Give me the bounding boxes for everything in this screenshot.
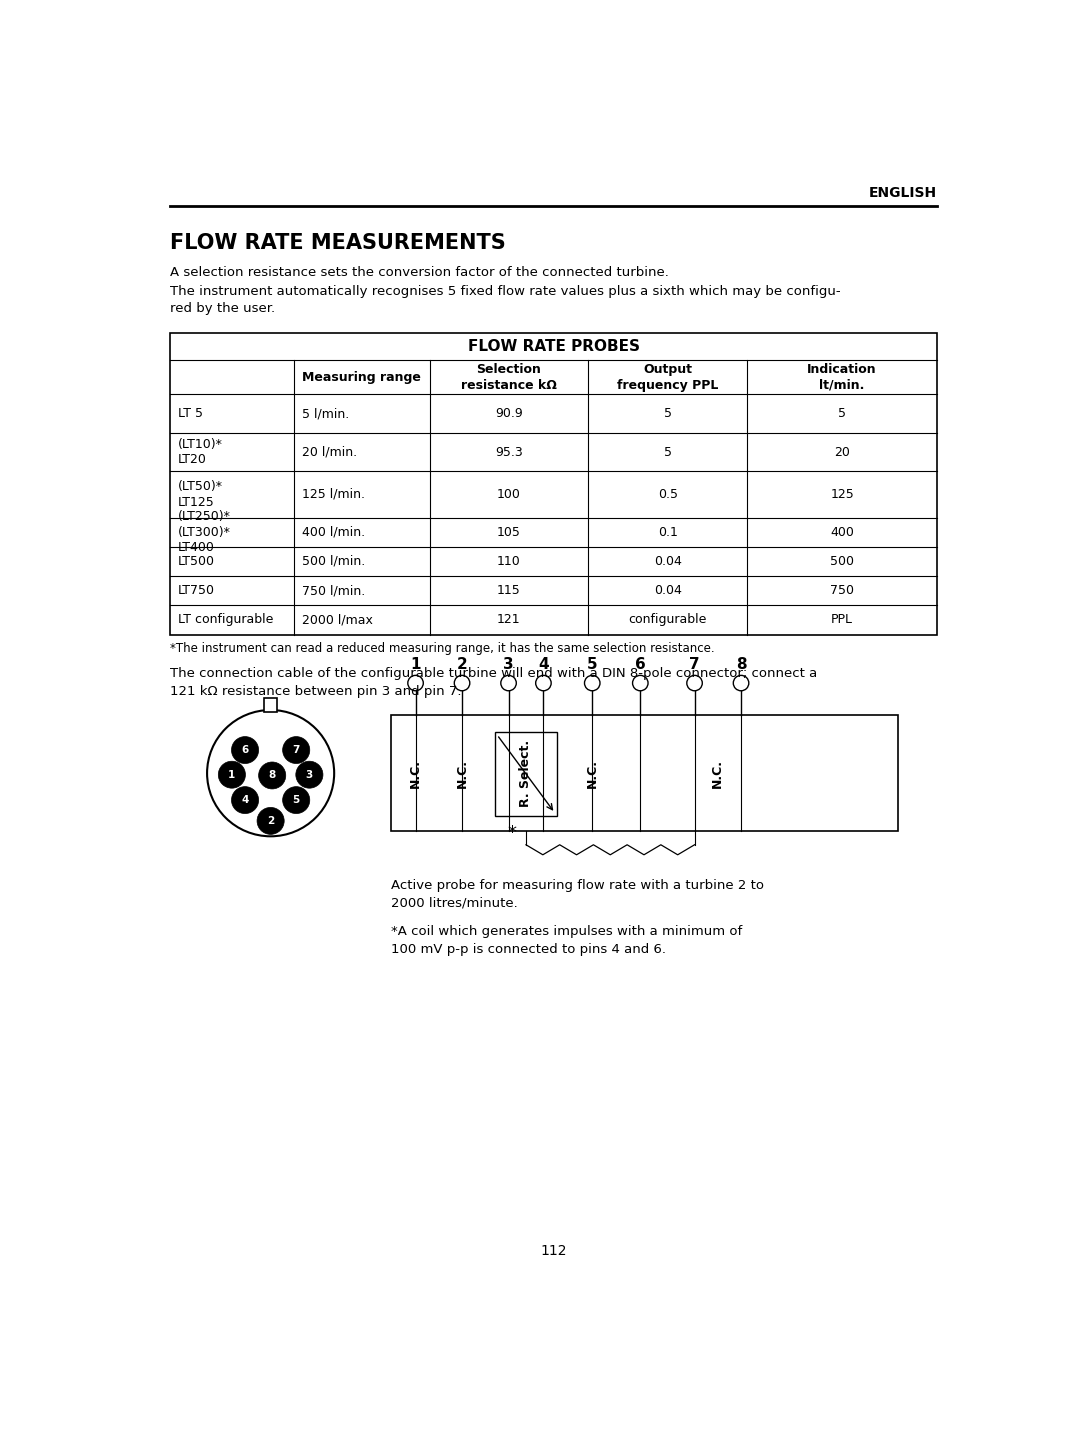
Text: ENGLISH: ENGLISH bbox=[869, 187, 937, 200]
Text: Output
frequency PPL: Output frequency PPL bbox=[617, 362, 718, 393]
Text: 750: 750 bbox=[831, 584, 854, 597]
Text: 5: 5 bbox=[293, 795, 300, 805]
Text: The instrument automatically recognises 5 fixed flow rate values plus a sixth wh: The instrument automatically recognises … bbox=[170, 285, 840, 315]
Bar bbox=[264, 699, 278, 712]
Circle shape bbox=[283, 787, 310, 814]
Text: LT500: LT500 bbox=[177, 555, 215, 568]
Text: (LT250)*
(LT300)*
LT400: (LT250)* (LT300)* LT400 bbox=[177, 510, 230, 554]
Text: 4: 4 bbox=[538, 657, 549, 672]
Text: 400: 400 bbox=[831, 526, 854, 539]
Text: 0.04: 0.04 bbox=[653, 555, 681, 568]
Text: FLOW RATE PROBES: FLOW RATE PROBES bbox=[468, 339, 639, 354]
Text: 20 l/min.: 20 l/min. bbox=[301, 446, 356, 459]
Circle shape bbox=[257, 807, 284, 834]
Text: 400 l/min.: 400 l/min. bbox=[301, 526, 365, 539]
Text: 105: 105 bbox=[497, 526, 521, 539]
Text: 3: 3 bbox=[306, 769, 313, 779]
Text: 5: 5 bbox=[838, 407, 847, 420]
Circle shape bbox=[231, 736, 258, 764]
Text: *A coil which generates impulses with a minimum of
100 mV p-p is connected to pi: *A coil which generates impulses with a … bbox=[391, 925, 742, 956]
Text: (LT50)*
LT125: (LT50)* LT125 bbox=[177, 480, 222, 509]
Text: 2: 2 bbox=[267, 815, 274, 825]
Text: Measuring range: Measuring range bbox=[302, 371, 421, 384]
Text: Selection
resistance kΩ: Selection resistance kΩ bbox=[461, 362, 557, 393]
Text: 121: 121 bbox=[497, 614, 521, 627]
Text: 0.04: 0.04 bbox=[653, 584, 681, 597]
Text: N.C.: N.C. bbox=[409, 759, 422, 788]
Circle shape bbox=[258, 762, 286, 789]
Text: (LT10)*
LT20: (LT10)* LT20 bbox=[177, 437, 222, 466]
Circle shape bbox=[218, 761, 245, 788]
Text: 8: 8 bbox=[735, 657, 746, 672]
Bar bbox=[170, 332, 937, 634]
Text: 90.9: 90.9 bbox=[495, 407, 523, 420]
Text: N.C.: N.C. bbox=[585, 759, 598, 788]
Text: 0.1: 0.1 bbox=[658, 526, 678, 539]
Text: 1: 1 bbox=[410, 657, 421, 672]
Text: 5: 5 bbox=[586, 657, 597, 672]
Text: *The instrument can read a reduced measuring range, it has the same selection re: *The instrument can read a reduced measu… bbox=[170, 643, 715, 656]
Text: 500 l/min.: 500 l/min. bbox=[301, 555, 365, 568]
Text: 112: 112 bbox=[540, 1244, 567, 1258]
Text: 5: 5 bbox=[664, 446, 672, 459]
Text: R. Select.: R. Select. bbox=[519, 739, 532, 807]
Text: 115: 115 bbox=[497, 584, 521, 597]
Bar bbox=[391, 716, 899, 831]
Text: 4: 4 bbox=[241, 795, 248, 805]
Text: LT configurable: LT configurable bbox=[177, 614, 273, 627]
Circle shape bbox=[231, 787, 258, 814]
Text: 0.5: 0.5 bbox=[658, 487, 678, 500]
Text: 7: 7 bbox=[689, 657, 700, 672]
Text: Indication
lt/min.: Indication lt/min. bbox=[808, 362, 877, 393]
Text: 95.3: 95.3 bbox=[495, 446, 523, 459]
Text: 750 l/min.: 750 l/min. bbox=[301, 584, 365, 597]
Text: Active probe for measuring flow rate with a turbine 2 to
2000 litres/minute.: Active probe for measuring flow rate wit… bbox=[391, 879, 764, 910]
Text: 500: 500 bbox=[831, 555, 854, 568]
Circle shape bbox=[283, 736, 310, 764]
Text: N.C.: N.C. bbox=[712, 759, 725, 788]
Circle shape bbox=[296, 761, 323, 788]
Bar bbox=[495, 732, 557, 815]
Text: 3: 3 bbox=[503, 657, 514, 672]
Text: 7: 7 bbox=[293, 745, 300, 755]
Text: 5: 5 bbox=[664, 407, 672, 420]
Text: 1: 1 bbox=[228, 769, 235, 779]
Text: LT 5: LT 5 bbox=[177, 407, 203, 420]
Text: The connection cable of the configurable turbine will end with a DIN 8-pole conn: The connection cable of the configurable… bbox=[170, 667, 818, 697]
Text: 20: 20 bbox=[834, 446, 850, 459]
Text: LT750: LT750 bbox=[177, 584, 215, 597]
Text: 6: 6 bbox=[242, 745, 248, 755]
Text: PPL: PPL bbox=[832, 614, 853, 627]
Text: A selection resistance sets the conversion factor of the connected turbine.: A selection resistance sets the conversi… bbox=[170, 266, 669, 279]
Text: 125 l/min.: 125 l/min. bbox=[301, 487, 365, 500]
Text: configurable: configurable bbox=[629, 614, 707, 627]
Text: 5 l/min.: 5 l/min. bbox=[301, 407, 349, 420]
Text: 8: 8 bbox=[269, 771, 275, 781]
Text: 2: 2 bbox=[457, 657, 468, 672]
Text: 6: 6 bbox=[635, 657, 646, 672]
Text: 125: 125 bbox=[831, 487, 854, 500]
Text: N.C.: N.C. bbox=[456, 759, 469, 788]
Text: 110: 110 bbox=[497, 555, 521, 568]
Text: FLOW RATE MEASUREMENTS: FLOW RATE MEASUREMENTS bbox=[170, 233, 505, 253]
Text: 100: 100 bbox=[497, 487, 521, 500]
Text: 2000 l/max: 2000 l/max bbox=[301, 614, 373, 627]
Text: *: * bbox=[508, 824, 516, 841]
